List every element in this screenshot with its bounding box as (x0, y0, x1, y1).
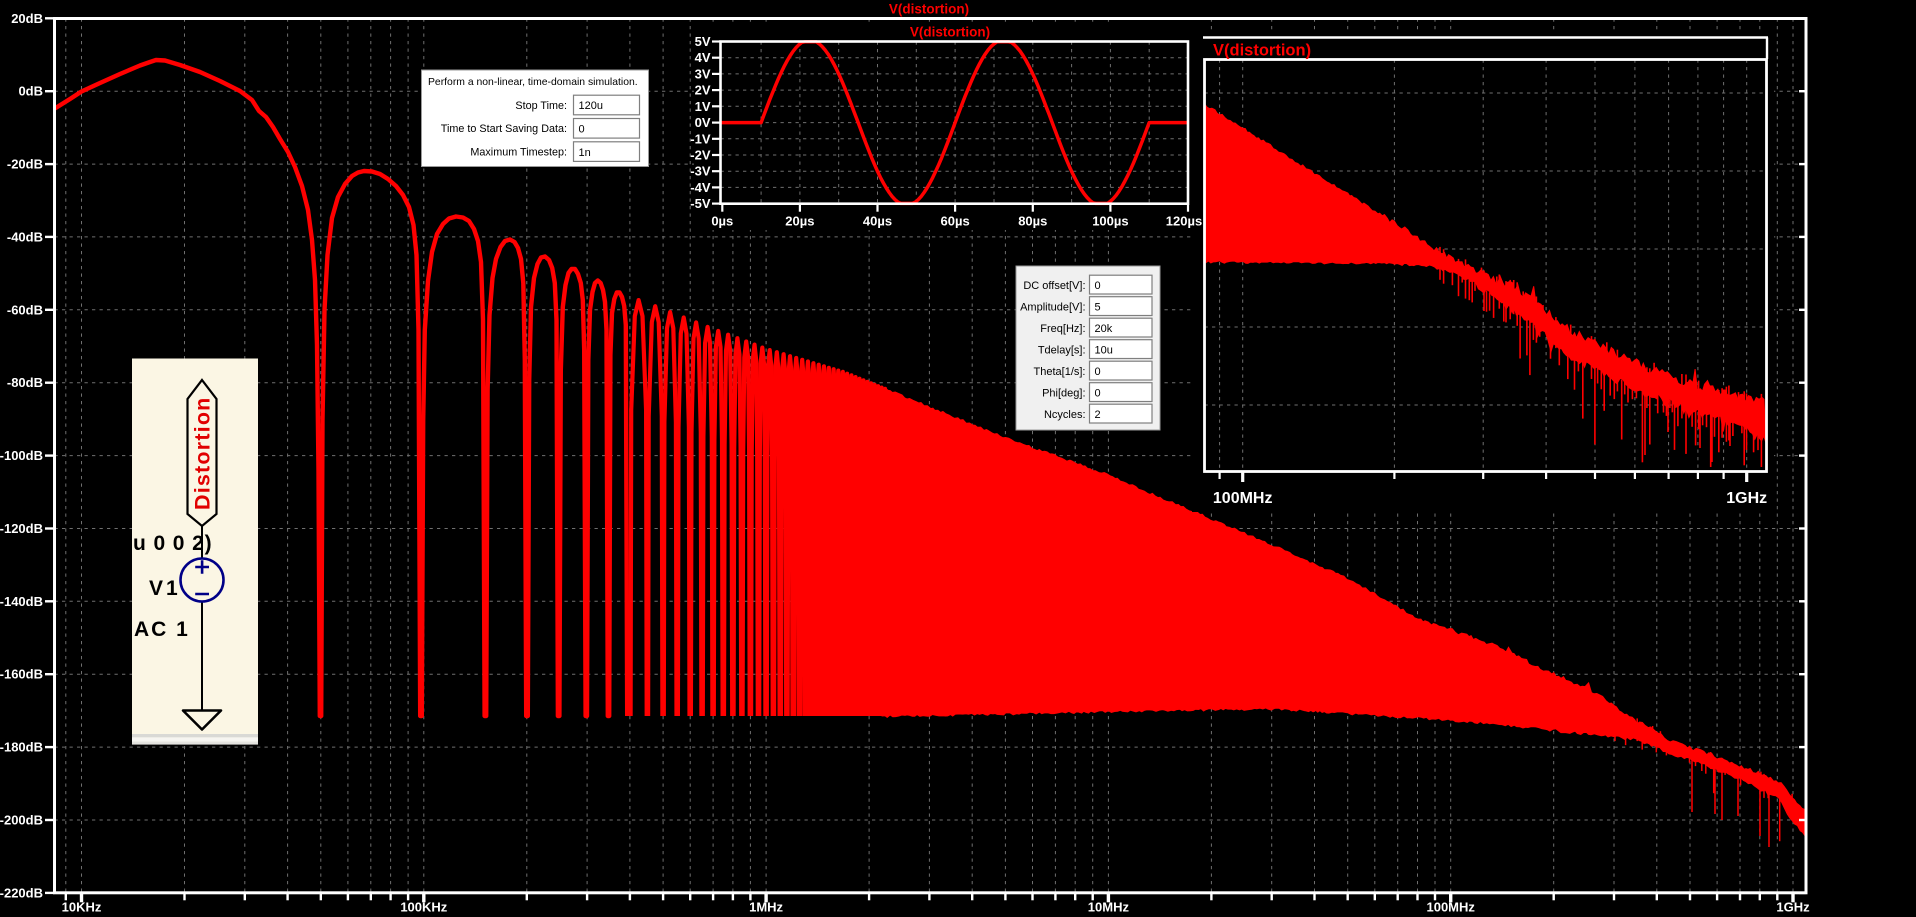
svg-text:-100dB: -100dB (0, 448, 43, 463)
svg-text:AC 1: AC 1 (134, 618, 190, 641)
svg-text:5: 5 (1095, 301, 1101, 313)
svg-text:-80dB: -80dB (7, 375, 43, 390)
svg-text:V(distortion): V(distortion) (910, 25, 990, 40)
svg-text:-140dB: -140dB (0, 594, 43, 609)
svg-text:0µs: 0µs (711, 214, 733, 229)
svg-text:V(distortion): V(distortion) (889, 2, 969, 17)
svg-text:-220dB: -220dB (0, 885, 43, 900)
svg-text:40µs: 40µs (863, 214, 892, 229)
svg-text:0: 0 (1095, 387, 1101, 399)
svg-text:100MHz: 100MHz (1426, 900, 1475, 915)
svg-text:Perform a non-linear, time-dom: Perform a non-linear, time-domain simula… (428, 77, 638, 88)
svg-text:4V: 4V (695, 50, 711, 65)
svg-text:20µs: 20µs (785, 214, 814, 229)
svg-text:V1: V1 (149, 577, 181, 600)
svg-text:80µs: 80µs (1018, 214, 1047, 229)
svg-text:0V: 0V (695, 115, 711, 130)
svg-text:20dB: 20dB (11, 11, 43, 26)
svg-text:10KHz: 10KHz (62, 900, 102, 915)
svg-text:DC offset[V]:: DC offset[V]: (1023, 280, 1085, 292)
svg-text:V(distortion): V(distortion) (1213, 42, 1311, 60)
svg-text:-120dB: -120dB (0, 521, 43, 536)
svg-text:100µs: 100µs (1092, 214, 1128, 229)
svg-text:1GHz: 1GHz (1776, 900, 1810, 915)
svg-text:Freq[Hz]:: Freq[Hz]: (1040, 323, 1085, 335)
svg-text:u 0 0 2): u 0 0 2) (133, 532, 213, 555)
svg-text:1MHz: 1MHz (749, 900, 783, 915)
svg-text:-180dB: -180dB (0, 740, 43, 755)
svg-text:2V: 2V (695, 83, 711, 98)
svg-text:Time to Start Saving Data:: Time to Start Saving Data: (441, 123, 567, 135)
svg-text:60µs: 60µs (941, 214, 970, 229)
svg-text:0: 0 (1095, 366, 1101, 378)
svg-text:-200dB: -200dB (0, 813, 43, 828)
svg-text:Distortion: Distortion (191, 396, 215, 510)
svg-text:100KHz: 100KHz (400, 900, 447, 915)
svg-text:0: 0 (579, 124, 585, 136)
svg-text:-2V: -2V (690, 148, 711, 163)
svg-text:5V: 5V (695, 34, 711, 49)
svg-text:Maximum Timestep:: Maximum Timestep: (470, 147, 567, 159)
svg-text:Theta[1/s]:: Theta[1/s]: (1034, 366, 1086, 378)
svg-text:10u: 10u (1095, 344, 1113, 356)
svg-text:2: 2 (1095, 409, 1101, 421)
svg-text:100MHz: 100MHz (1213, 490, 1273, 507)
svg-text:-60dB: -60dB (7, 302, 43, 317)
svg-text:Amplitude[V]:: Amplitude[V]: (1020, 301, 1085, 313)
svg-text:Ncycles:: Ncycles: (1044, 409, 1086, 421)
svg-text:-20dB: -20dB (7, 157, 43, 172)
svg-text:-5V: -5V (690, 196, 711, 211)
svg-text:120µs: 120µs (1166, 214, 1202, 229)
svg-text:Stop Time:: Stop Time: (515, 100, 567, 112)
svg-text:Tdelay[s]:: Tdelay[s]: (1038, 344, 1086, 356)
svg-text:-4V: -4V (690, 180, 711, 195)
svg-text:Phi[deg]:: Phi[deg]: (1042, 387, 1085, 399)
svg-text:1n: 1n (579, 147, 591, 159)
svg-text:-1V: -1V (690, 131, 711, 146)
svg-text:-40dB: -40dB (7, 229, 43, 244)
svg-text:10MHz: 10MHz (1088, 900, 1130, 915)
svg-text:-160dB: -160dB (0, 667, 43, 682)
svg-text:120u: 120u (579, 100, 603, 112)
svg-text:20k: 20k (1095, 323, 1113, 335)
svg-text:-3V: -3V (690, 164, 711, 179)
svg-text:0dB: 0dB (18, 84, 43, 99)
svg-text:0: 0 (1095, 280, 1101, 292)
svg-text:3V: 3V (695, 66, 711, 81)
svg-text:1GHz: 1GHz (1726, 490, 1767, 507)
svg-text:1V: 1V (695, 99, 711, 114)
